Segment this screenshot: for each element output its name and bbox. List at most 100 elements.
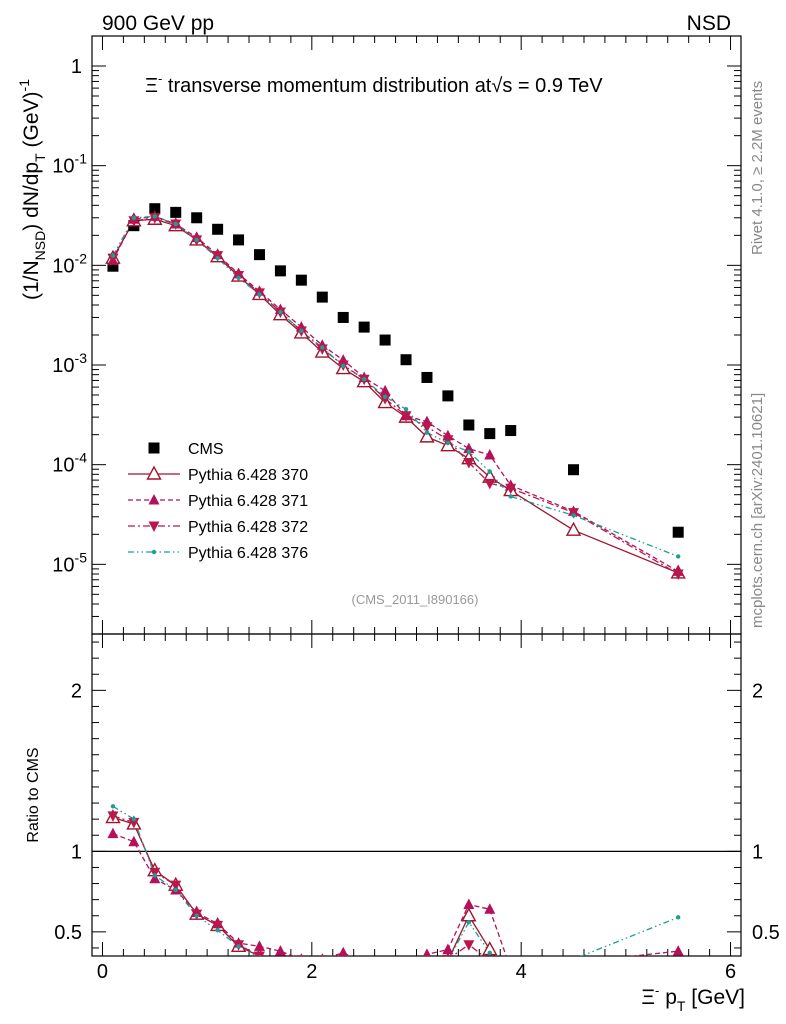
ratio-data-point xyxy=(401,964,412,975)
ylabel-a: (1/N xyxy=(20,260,43,300)
data-point xyxy=(320,345,325,350)
ratio-data-point xyxy=(362,965,366,969)
title-s-eq: s = 0.9 TeV xyxy=(502,75,603,97)
data-point xyxy=(341,363,346,369)
data-point xyxy=(442,390,454,402)
mcplots-label: mcplots.cern.ch [arXiv:2401.10621] xyxy=(749,393,766,628)
data-point xyxy=(194,237,199,243)
x-tick-label: 2 xyxy=(306,961,317,983)
data-point xyxy=(299,328,304,334)
data-point xyxy=(463,458,475,469)
analysis-watermark: (CMS_2011_I890166) xyxy=(352,592,479,607)
legend-marker xyxy=(148,521,160,532)
data-point xyxy=(316,291,328,303)
ratio-data-point xyxy=(568,956,579,967)
y-tick-base: 10 xyxy=(52,156,74,178)
ylabel-sub1: NSD xyxy=(32,231,48,261)
ratio-data-point xyxy=(487,950,492,955)
ratio-data-point xyxy=(571,957,575,961)
ratio-y-tick-label: 2 xyxy=(71,680,82,702)
data-point xyxy=(421,422,433,433)
ratio-data-point xyxy=(673,958,684,969)
data-point xyxy=(466,449,472,454)
series-line xyxy=(112,218,679,574)
y-tick-base: 10 xyxy=(52,554,74,576)
ratio-data-point xyxy=(505,966,516,977)
title-superscript: - xyxy=(158,71,162,86)
y-tick-exponent: -3 xyxy=(75,350,88,366)
data-point xyxy=(382,394,388,399)
data-point xyxy=(128,216,140,227)
x-tick-label: 0 xyxy=(97,961,108,983)
ratio-series-line xyxy=(112,805,679,956)
data-point xyxy=(149,203,161,215)
ratio-data-point xyxy=(152,873,158,878)
ratio-data-point xyxy=(567,965,580,977)
y-axis-label: (1/NNSD) dN/dpT (GeV)-1 xyxy=(16,79,48,300)
ratio-data-point xyxy=(401,963,412,974)
title-sqrt: √ xyxy=(491,75,502,97)
ratio-data-point xyxy=(442,954,454,956)
ratio-data-point xyxy=(110,804,116,809)
data-point xyxy=(442,435,454,446)
data-point xyxy=(379,334,391,346)
data-point xyxy=(505,483,517,495)
legend-label: CMS xyxy=(188,441,224,458)
ratio-data-point xyxy=(341,963,345,967)
legend-marker xyxy=(151,549,157,555)
ratio-data-point xyxy=(677,955,679,956)
data-point xyxy=(400,354,412,366)
ratio-data-point xyxy=(128,835,140,847)
legend-label: Pythia 6.428 370 xyxy=(188,467,308,484)
ratio-panel-frame xyxy=(91,633,742,957)
data-point xyxy=(403,407,409,412)
ratio-data-point xyxy=(446,959,450,963)
header-left: 900 GeV pp xyxy=(102,12,214,35)
y-tick-label: 10-5 xyxy=(52,549,87,576)
ratio-data-point xyxy=(359,961,370,972)
data-point xyxy=(419,428,435,443)
data-point xyxy=(191,212,203,224)
data-point xyxy=(568,464,580,476)
data-point xyxy=(571,513,576,518)
ratio-data-point xyxy=(505,963,516,974)
ratio-data-point xyxy=(149,867,161,879)
ratio-data-point xyxy=(400,963,413,975)
ratio-series-markers xyxy=(105,804,684,977)
ratio-data-point xyxy=(359,956,370,967)
ratio-data-point xyxy=(358,960,371,972)
ratio-data-point xyxy=(422,948,431,956)
data-point xyxy=(236,275,241,280)
data-point xyxy=(672,526,684,538)
data-point xyxy=(508,494,513,499)
ratio-data-point xyxy=(675,915,681,920)
legend-label: Pythia 6.428 376 xyxy=(188,545,308,562)
chart-title: Ξ- transverse momentum distribution at√s… xyxy=(145,71,603,97)
y-tick-exponent: -2 xyxy=(75,250,88,266)
y-tick-label: 10-3 xyxy=(52,350,87,377)
series-line xyxy=(112,215,679,558)
data-point xyxy=(505,425,517,437)
ratio-data-point xyxy=(215,928,220,933)
x-tick-label: 4 xyxy=(516,961,527,983)
ratio-y-tick-label: 1 xyxy=(71,841,82,863)
ratio-data-point xyxy=(420,963,433,975)
ratio-data-point xyxy=(404,962,408,966)
ratio-y-tick-label-right: 1 xyxy=(752,841,763,863)
ratio-data-point xyxy=(236,944,241,949)
ratio-data-point xyxy=(425,967,429,971)
ratio-data-point xyxy=(338,956,349,967)
ratio-data-point xyxy=(380,966,391,977)
data-point xyxy=(215,255,220,261)
ratio-data-point xyxy=(107,827,119,839)
y-tick-label: 10-2 xyxy=(52,250,87,277)
data-point xyxy=(484,449,496,460)
ratio-data-point xyxy=(253,951,265,956)
ylabel-b: ) dN/dp xyxy=(20,162,43,231)
ratio-series-line xyxy=(112,815,485,956)
data-point xyxy=(152,214,158,219)
ratio-data-point xyxy=(421,960,432,971)
ratio-data-point xyxy=(466,919,472,925)
data-point xyxy=(274,265,286,277)
